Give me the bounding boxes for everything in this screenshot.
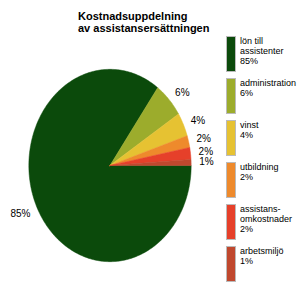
html-text:vinst: vinst [240,120,259,130]
html-text:2%: 2% [240,224,253,234]
html-text:2%: 2% [240,172,253,182]
html-text:1%: 1% [240,256,253,266]
svg-text:1%: 1% [199,156,214,167]
svg-text:85%: 85% [10,208,30,219]
html-text:lön till assistenter: lön till assistenter [240,36,284,56]
svg-text:2%: 2% [196,133,211,144]
svg-text:6%: 6% [175,87,190,98]
svg-text:4%: 4% [191,115,206,126]
html-text:4%: 4% [240,130,253,140]
html-text:Kostnadsuppdelning av assistan: Kostnadsuppdelning av assistansersättnin… [78,10,210,34]
svg-text:2%: 2% [198,146,213,158]
html-text:assistans-omkostnader: assistans-omkostnader [240,204,292,224]
html-text:6%: 6% [240,88,253,98]
html-text:utbildning: utbildning [240,162,279,172]
html-text:administration: administration [240,78,296,88]
html-text:arbetsmiljö: arbetsmiljö [240,246,284,256]
html-text:85%: 85% [240,56,258,66]
